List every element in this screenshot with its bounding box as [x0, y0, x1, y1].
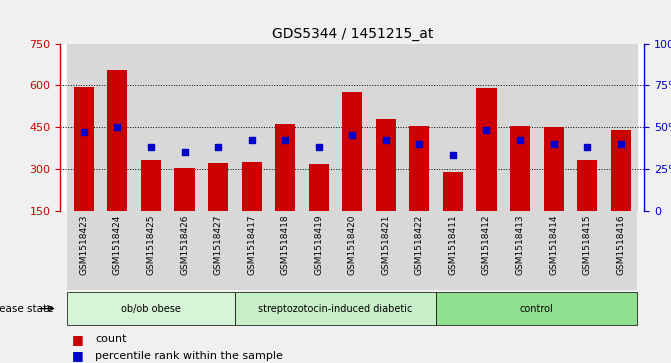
- Point: [615, 141, 626, 147]
- Bar: [174, 168, 195, 211]
- Point: [582, 144, 592, 150]
- Bar: [436, 292, 637, 325]
- Bar: [101, 211, 134, 290]
- Point: [112, 124, 123, 130]
- Text: GSM1518420: GSM1518420: [348, 215, 357, 275]
- Bar: [503, 211, 537, 290]
- Bar: [604, 44, 637, 211]
- Bar: [101, 44, 134, 211]
- Point: [481, 127, 492, 133]
- Text: percentile rank within the sample: percentile rank within the sample: [95, 351, 283, 361]
- Text: GSM1518426: GSM1518426: [180, 215, 189, 275]
- Bar: [436, 44, 470, 211]
- Point: [347, 132, 358, 138]
- Text: streptozotocin-induced diabetic: streptozotocin-induced diabetic: [258, 303, 413, 314]
- Point: [179, 149, 190, 155]
- Bar: [235, 211, 268, 290]
- Bar: [235, 292, 436, 325]
- Bar: [336, 44, 369, 211]
- Text: ■: ■: [72, 349, 84, 362]
- Bar: [470, 211, 503, 290]
- Text: GSM1518411: GSM1518411: [448, 215, 458, 275]
- Bar: [476, 88, 497, 211]
- Bar: [302, 211, 336, 290]
- Text: GSM1518418: GSM1518418: [280, 215, 290, 275]
- Point: [448, 152, 458, 158]
- Title: GDS5344 / 1451215_at: GDS5344 / 1451215_at: [272, 27, 433, 41]
- Point: [380, 138, 391, 143]
- Bar: [577, 160, 597, 211]
- Bar: [242, 162, 262, 211]
- Bar: [67, 44, 101, 211]
- Bar: [510, 126, 530, 211]
- Bar: [107, 70, 127, 211]
- Bar: [168, 211, 201, 290]
- Bar: [436, 211, 470, 290]
- Point: [548, 141, 559, 147]
- Bar: [67, 211, 101, 290]
- Text: GSM1518419: GSM1518419: [314, 215, 323, 275]
- Bar: [409, 126, 429, 211]
- Text: GSM1518423: GSM1518423: [79, 215, 89, 275]
- Bar: [67, 292, 235, 325]
- Point: [280, 138, 291, 143]
- Bar: [537, 44, 570, 211]
- Bar: [503, 44, 537, 211]
- Bar: [168, 44, 201, 211]
- Text: GSM1518415: GSM1518415: [582, 215, 592, 275]
- Bar: [134, 211, 168, 290]
- Point: [79, 129, 89, 135]
- Text: ■: ■: [72, 333, 84, 346]
- Bar: [201, 211, 235, 290]
- Bar: [443, 172, 463, 211]
- Bar: [376, 119, 396, 211]
- Text: disease state: disease state: [0, 303, 54, 314]
- Bar: [369, 44, 403, 211]
- Bar: [134, 44, 168, 211]
- Bar: [74, 87, 94, 211]
- Point: [414, 141, 425, 147]
- Bar: [268, 211, 302, 290]
- Point: [515, 138, 525, 143]
- Text: control: control: [520, 303, 554, 314]
- Bar: [235, 44, 268, 211]
- Bar: [403, 211, 436, 290]
- Point: [146, 144, 156, 150]
- Text: GSM1518422: GSM1518422: [415, 215, 424, 275]
- Bar: [604, 211, 637, 290]
- Text: GSM1518424: GSM1518424: [113, 215, 122, 275]
- Point: [246, 138, 257, 143]
- Bar: [336, 211, 369, 290]
- Bar: [403, 44, 436, 211]
- Text: GSM1518421: GSM1518421: [381, 215, 391, 275]
- Text: GSM1518425: GSM1518425: [146, 215, 156, 275]
- Bar: [309, 164, 329, 211]
- Bar: [302, 44, 336, 211]
- Point: [213, 144, 223, 150]
- Bar: [141, 160, 161, 211]
- Bar: [470, 44, 503, 211]
- Text: count: count: [95, 334, 127, 344]
- Bar: [201, 44, 235, 211]
- Text: ob/ob obese: ob/ob obese: [121, 303, 181, 314]
- Bar: [611, 130, 631, 211]
- Text: GSM1518427: GSM1518427: [213, 215, 223, 275]
- Bar: [268, 44, 302, 211]
- Bar: [342, 92, 362, 211]
- Text: GSM1518414: GSM1518414: [549, 215, 558, 275]
- Bar: [544, 127, 564, 211]
- Text: GSM1518412: GSM1518412: [482, 215, 491, 275]
- Text: GSM1518416: GSM1518416: [616, 215, 625, 275]
- Text: GSM1518417: GSM1518417: [247, 215, 256, 275]
- Bar: [208, 163, 228, 211]
- Bar: [369, 211, 403, 290]
- Bar: [570, 211, 604, 290]
- Point: [313, 144, 324, 150]
- Bar: [537, 211, 570, 290]
- Bar: [275, 124, 295, 211]
- Bar: [570, 44, 604, 211]
- Text: GSM1518413: GSM1518413: [515, 215, 525, 275]
